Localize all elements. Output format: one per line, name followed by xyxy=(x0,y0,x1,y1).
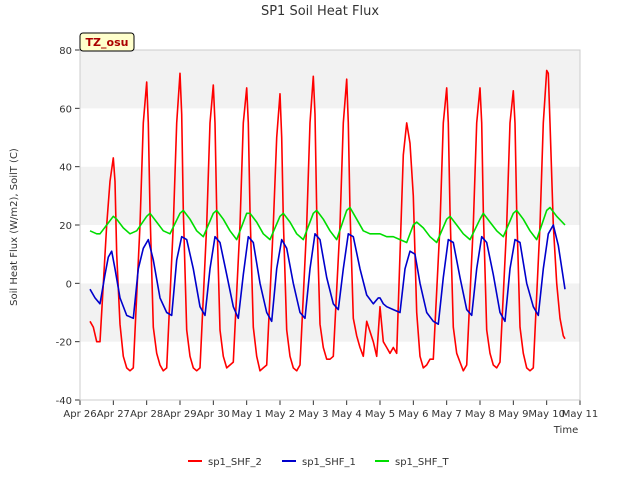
legend-label: sp1_SHF_T xyxy=(395,457,450,468)
x-tick-label: May 7 xyxy=(432,409,462,420)
x-tick-label: Apr 27 xyxy=(97,409,130,420)
x-tick-label: May 4 xyxy=(332,409,362,420)
y-tick-label: -40 xyxy=(56,396,72,407)
x-tick-label: May 9 xyxy=(498,409,528,420)
y-tick-label: 0 xyxy=(66,279,72,290)
series-line-sp1_SHF_1 xyxy=(89,224,566,326)
x-tick-label: Apr 29 xyxy=(163,409,196,420)
x-axis-ticks: Apr 26 Apr 27 Apr 28 Apr 29 Apr 30 May 1 May 2… xyxy=(63,400,598,420)
x-tick-label: Apr 28 xyxy=(130,409,163,420)
x-tick-label: May 6 xyxy=(398,409,428,420)
x-tick-label: May 8 xyxy=(465,409,495,420)
legend: sp1_SHF_2 sp1_SHF_1 sp1_SHF_T xyxy=(188,457,450,468)
x-axis-label: Time xyxy=(553,425,578,436)
grid-band xyxy=(80,108,580,167)
grid-band xyxy=(80,225,580,284)
y-axis-ticks: -40 -20 0 20 40 60 80 xyxy=(56,46,80,407)
y-tick-label: -20 xyxy=(56,338,72,349)
annotation-box: TZ_osu xyxy=(79,32,135,52)
y-tick-label: 60 xyxy=(59,104,72,115)
annotation-label: TZ_osu xyxy=(86,36,129,49)
x-tick-label: Apr 26 xyxy=(63,409,96,420)
x-tick-label: May 11 xyxy=(562,409,599,420)
x-tick-label: May 5 xyxy=(365,409,395,420)
series-line-sp1_SHF_2 xyxy=(89,69,566,372)
x-tick-label: May 1 xyxy=(232,409,262,420)
grid-bands xyxy=(80,50,580,400)
plot-frame xyxy=(79,49,581,401)
series-line-sp1_SHF_T xyxy=(89,206,566,244)
x-tick-label: May 3 xyxy=(298,409,328,420)
grid-band xyxy=(80,50,580,109)
series-lines xyxy=(89,69,566,372)
legend-label: sp1_SHF_1 xyxy=(302,457,356,468)
x-tick-label: May 10 xyxy=(528,409,565,420)
y-axis-label: Soil Heat Flux (W/m2), SoilT (C) xyxy=(9,148,20,306)
y-tick-label: 80 xyxy=(59,46,72,57)
chart-title: SP1 Soil Heat Flux xyxy=(261,4,379,19)
x-tick-label: May 2 xyxy=(265,409,295,420)
grid-band xyxy=(80,341,580,400)
y-tick-label: 20 xyxy=(59,221,72,232)
legend-label: sp1_SHF_2 xyxy=(208,457,262,468)
y-tick-label: 40 xyxy=(59,163,72,174)
x-tick-label: Apr 30 xyxy=(197,409,230,420)
grid-band xyxy=(80,166,580,225)
